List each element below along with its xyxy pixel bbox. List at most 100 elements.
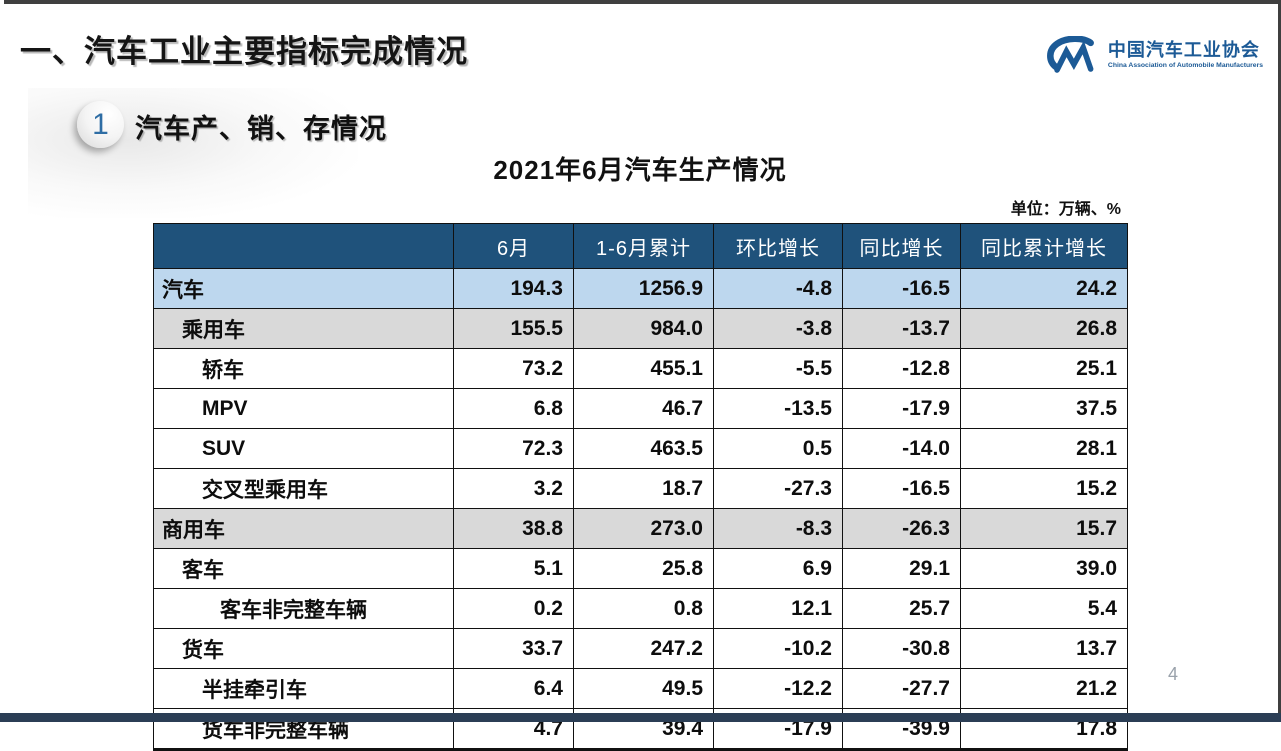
row-label: 半挂牵引车	[153, 668, 454, 709]
row-label: 商用车	[153, 508, 454, 549]
row-value: 0.2	[453, 588, 574, 629]
row-value: 49.5	[573, 668, 714, 709]
table-row: 货车 33.7 247.2 -10.2 -30.8 13.7	[153, 628, 1128, 669]
row-value: -27.7	[842, 668, 961, 709]
table-row: MPV 6.8 46.7 -13.5 -17.9 37.5	[153, 388, 1128, 429]
row-value: 3.2	[453, 468, 574, 509]
row-value: 26.8	[960, 308, 1128, 349]
row-value: 273.0	[573, 508, 714, 549]
row-value: 15.7	[960, 508, 1128, 549]
footer-bar	[0, 713, 1281, 722]
row-value: 21.2	[960, 668, 1128, 709]
table-header-row: 6月 1-6月累计 环比增长 同比增长 同比累计增长	[153, 223, 1128, 269]
row-value: 455.1	[573, 348, 714, 389]
caam-name-en: China Association of Automobile Manufact…	[1107, 61, 1263, 69]
page-title: 一、汽车工业主要指标完成情况	[20, 34, 468, 69]
row-value: -8.3	[713, 508, 843, 549]
row-label: 乘用车	[153, 308, 454, 349]
slide-top-edge	[4, 0, 1281, 4]
row-value: 25.8	[573, 548, 714, 589]
header-cell: 同比累计增长	[960, 223, 1128, 269]
section-title: 汽车产、销、存情况	[135, 114, 387, 144]
caam-name-zh: 中国汽车工业协会	[1107, 39, 1260, 60]
row-value: 463.5	[573, 428, 714, 469]
row-value: 24.2	[960, 268, 1128, 309]
row-value: -3.8	[713, 308, 843, 349]
row-value: 0.5	[713, 428, 843, 469]
table-row: 半挂牵引车 6.4 49.5 -12.2 -27.7 21.2	[153, 668, 1128, 709]
caam-logo: 中国汽车工业协会 China Association of Automobile…	[1044, 36, 1263, 74]
page-number: 4	[1168, 664, 1179, 684]
row-label: 货车	[153, 628, 454, 669]
row-value: 194.3	[453, 268, 574, 309]
table-row: 客车非完整车辆 0.2 0.8 12.1 25.7 5.4	[153, 588, 1128, 629]
row-value: 38.8	[453, 508, 574, 549]
row-value: 6.8	[453, 388, 574, 429]
row-value: 247.2	[573, 628, 714, 669]
row-value: -4.8	[713, 268, 843, 309]
table-row: 乘用车 155.5 984.0 -3.8 -13.7 26.8	[153, 308, 1128, 349]
header-cell: 6月	[453, 223, 574, 269]
slide-right-edge	[1278, 0, 1281, 722]
row-label: 客车非完整车辆	[153, 588, 454, 629]
row-value: 72.3	[453, 428, 574, 469]
row-value: -12.2	[713, 668, 843, 709]
row-value: 39.0	[960, 548, 1128, 589]
header-cell: 1-6月累计	[573, 223, 714, 269]
row-value: 15.2	[960, 468, 1128, 509]
row-label: SUV	[153, 428, 454, 469]
production-table-block: 2021年6月汽车生产情况 单位：万辆、% 6月 1-6月累计 环比增长 同比增长 同比…	[153, 150, 1128, 751]
row-value: -16.5	[842, 468, 961, 509]
row-label: 汽车	[153, 268, 454, 309]
row-value: -5.5	[713, 348, 843, 389]
table-row: 客车 5.1 25.8 6.9 29.1 39.0	[153, 548, 1128, 589]
row-value: 0.8	[573, 588, 714, 629]
row-value: -27.3	[713, 468, 843, 509]
row-value: 46.7	[573, 388, 714, 429]
row-value: 6.9	[713, 548, 843, 589]
table-row: 商用车 38.8 273.0 -8.3 -26.3 15.7	[153, 508, 1128, 549]
row-value: 12.1	[713, 588, 843, 629]
unit-note: 单位：万辆、%	[1010, 201, 1121, 218]
row-value: 37.5	[960, 388, 1128, 429]
table-row: 轿车 73.2 455.1 -5.5 -12.8 25.1	[153, 348, 1128, 389]
row-value: 984.0	[573, 308, 714, 349]
row-label: 交叉型乘用车	[153, 468, 454, 509]
row-label: 轿车	[153, 348, 454, 389]
row-value: 155.5	[453, 308, 574, 349]
row-value: -30.8	[842, 628, 961, 669]
row-value: 33.7	[453, 628, 574, 669]
row-value: -14.0	[842, 428, 961, 469]
row-value: 5.1	[453, 548, 574, 589]
header-cell: 同比增长	[842, 223, 961, 269]
header-cell: 环比增长	[713, 223, 843, 269]
row-value: -13.7	[842, 308, 961, 349]
row-value: 18.7	[573, 468, 714, 509]
row-label: MPV	[153, 388, 454, 429]
table-head: 6月 1-6月累计 环比增长 同比增长 同比累计增长	[153, 223, 1128, 269]
table-row: 交叉型乘用车 3.2 18.7 -27.3 -16.5 15.2	[153, 468, 1128, 509]
row-value: -12.8	[842, 348, 961, 389]
row-value: -13.5	[713, 388, 843, 429]
caam-cm-monogram-icon	[1046, 36, 1094, 73]
production-table: 6月 1-6月累计 环比增长 同比增长 同比累计增长 汽车 194.3 1256.9 -4.8…	[153, 223, 1128, 751]
row-value: -10.2	[713, 628, 843, 669]
table-row: SUV 72.3 463.5 0.5 -14.0 28.1	[153, 428, 1128, 469]
row-value: -26.3	[842, 508, 961, 549]
table-row: 汽车 194.3 1256.9 -4.8 -16.5 24.2	[153, 268, 1128, 309]
row-value: 1256.9	[573, 268, 714, 309]
row-label: 客车	[153, 548, 454, 589]
section-number-badge: 1	[77, 101, 124, 148]
row-value: 29.1	[842, 548, 961, 589]
row-value: 73.2	[453, 348, 574, 389]
row-value: -17.9	[842, 388, 961, 429]
row-value: 6.4	[453, 668, 574, 709]
table-title: 2021年6月汽车生产情况	[493, 155, 787, 185]
row-value: 25.7	[842, 588, 961, 629]
table-body: 汽车 194.3 1256.9 -4.8 -16.5 24.2 乘用车 155.5 984.0-…	[153, 268, 1128, 750]
header-cell-label	[153, 223, 454, 269]
row-value: 28.1	[960, 428, 1128, 469]
row-value: 5.4	[960, 588, 1128, 629]
row-value: 13.7	[960, 628, 1128, 669]
section-number: 1	[92, 107, 109, 141]
